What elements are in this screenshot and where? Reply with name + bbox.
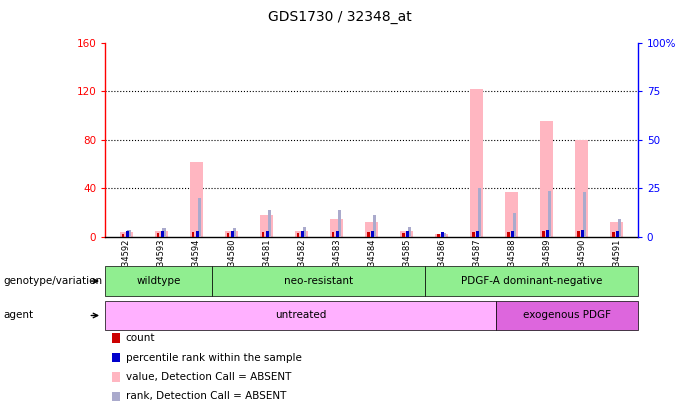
Bar (197, 198, 201, 237)
Text: value, Detection Call = ABSENT: value, Detection Call = ABSENT (126, 372, 291, 382)
Bar (402, 233, 405, 237)
Bar (266, 231, 269, 237)
Bar (408, 227, 411, 237)
Text: untreated: untreated (275, 311, 326, 320)
Bar (371, 231, 374, 237)
Text: percentile rank within the sample: percentile rank within the sample (126, 353, 302, 362)
Text: genotype/variation: genotype/variation (3, 276, 103, 286)
Bar (268, 210, 271, 237)
Text: PDGF-A dominant-negative: PDGF-A dominant-negative (460, 276, 602, 286)
Bar (476, 231, 479, 237)
Bar (610, 222, 624, 237)
Bar (612, 232, 615, 237)
Bar (303, 227, 306, 237)
Bar (472, 232, 475, 237)
Bar (400, 231, 413, 237)
Bar (507, 232, 509, 237)
Bar (583, 192, 586, 237)
Bar (122, 234, 124, 237)
Bar (226, 233, 229, 237)
Bar (336, 231, 339, 237)
Bar (546, 230, 549, 237)
Bar (373, 215, 376, 237)
Text: GDS1730 / 32348_at: GDS1730 / 32348_at (268, 10, 412, 24)
Bar (513, 213, 516, 237)
Bar (233, 228, 236, 237)
Bar (367, 232, 369, 237)
Bar (505, 192, 518, 237)
Bar (262, 232, 265, 237)
Bar (196, 231, 199, 237)
Bar (301, 231, 304, 237)
Bar (575, 140, 588, 237)
Bar (295, 231, 308, 237)
Bar (435, 234, 448, 237)
Bar (540, 122, 554, 237)
Text: agent: agent (3, 311, 33, 320)
Bar (365, 222, 378, 237)
Bar (126, 231, 129, 237)
Bar (470, 89, 483, 237)
Bar (441, 232, 444, 237)
Bar (192, 232, 194, 237)
Bar (163, 228, 166, 237)
Bar (548, 191, 551, 237)
Text: neo-resistant: neo-resistant (284, 276, 353, 286)
Bar (127, 230, 131, 237)
Bar (478, 188, 481, 237)
Text: exogenous PDGF: exogenous PDGF (523, 311, 611, 320)
Bar (332, 232, 335, 237)
Bar (120, 232, 133, 237)
Bar (330, 219, 343, 237)
Bar (156, 233, 159, 237)
Text: rank, Detection Call = ABSENT: rank, Detection Call = ABSENT (126, 392, 286, 401)
Bar (231, 231, 234, 237)
Bar (225, 231, 238, 237)
Bar (190, 162, 203, 237)
Bar (618, 219, 622, 237)
Bar (338, 210, 341, 237)
Bar (577, 231, 579, 237)
Text: count: count (126, 333, 155, 343)
Bar (406, 231, 409, 237)
Text: wildtype: wildtype (137, 276, 181, 286)
Bar (443, 233, 446, 237)
Bar (511, 231, 514, 237)
Bar (542, 231, 545, 237)
Bar (437, 234, 439, 237)
Bar (581, 230, 584, 237)
Bar (160, 231, 164, 237)
Bar (616, 231, 619, 237)
Bar (296, 233, 299, 237)
Bar (155, 231, 168, 237)
Bar (260, 215, 273, 237)
